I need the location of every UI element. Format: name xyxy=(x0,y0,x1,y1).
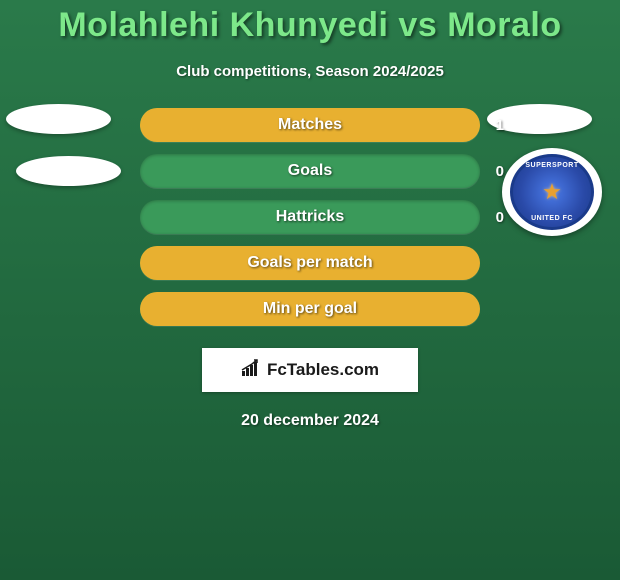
stat-label: Hattricks xyxy=(140,200,480,234)
stat-row: Min per goal xyxy=(140,292,480,326)
stat-row: Matches1 xyxy=(140,108,480,142)
club-badge-text-bottom: UNITED FC xyxy=(531,215,573,222)
player1-placeholder-1 xyxy=(6,104,111,134)
page-title: Molahlehi Khunyedi vs Moralo xyxy=(0,0,620,45)
player1-placeholder-2 xyxy=(16,156,121,186)
brand-box[interactable]: FcTables.com xyxy=(202,348,418,392)
club-badge-text-top: SUPERSPORT xyxy=(525,162,578,169)
stats-area: SUPERSPORT ★ UNITED FC Matches1Goals0Hat… xyxy=(0,108,620,338)
stat-value-right: 0 xyxy=(496,200,504,234)
stat-row: Goals0 xyxy=(140,154,480,188)
stat-value-right: 0 xyxy=(496,154,504,188)
brand-label: FcTables.com xyxy=(267,360,379,380)
star-icon: ★ xyxy=(542,179,562,205)
stat-row: Hattricks0 xyxy=(140,200,480,234)
stat-label: Goals per match xyxy=(140,246,480,280)
club-badge: SUPERSPORT ★ UNITED FC xyxy=(502,148,602,236)
stat-label: Matches xyxy=(140,108,480,142)
subtitle: Club competitions, Season 2024/2025 xyxy=(0,63,620,80)
date-text: 20 december 2024 xyxy=(0,412,620,430)
stat-value-right: 1 xyxy=(496,108,504,142)
chart-icon xyxy=(241,359,263,382)
brand-text: FcTables.com xyxy=(241,359,379,382)
stat-label: Goals xyxy=(140,154,480,188)
stat-label: Min per goal xyxy=(140,292,480,326)
stat-row: Goals per match xyxy=(140,246,480,280)
club-badge-inner: SUPERSPORT ★ UNITED FC xyxy=(510,154,594,230)
